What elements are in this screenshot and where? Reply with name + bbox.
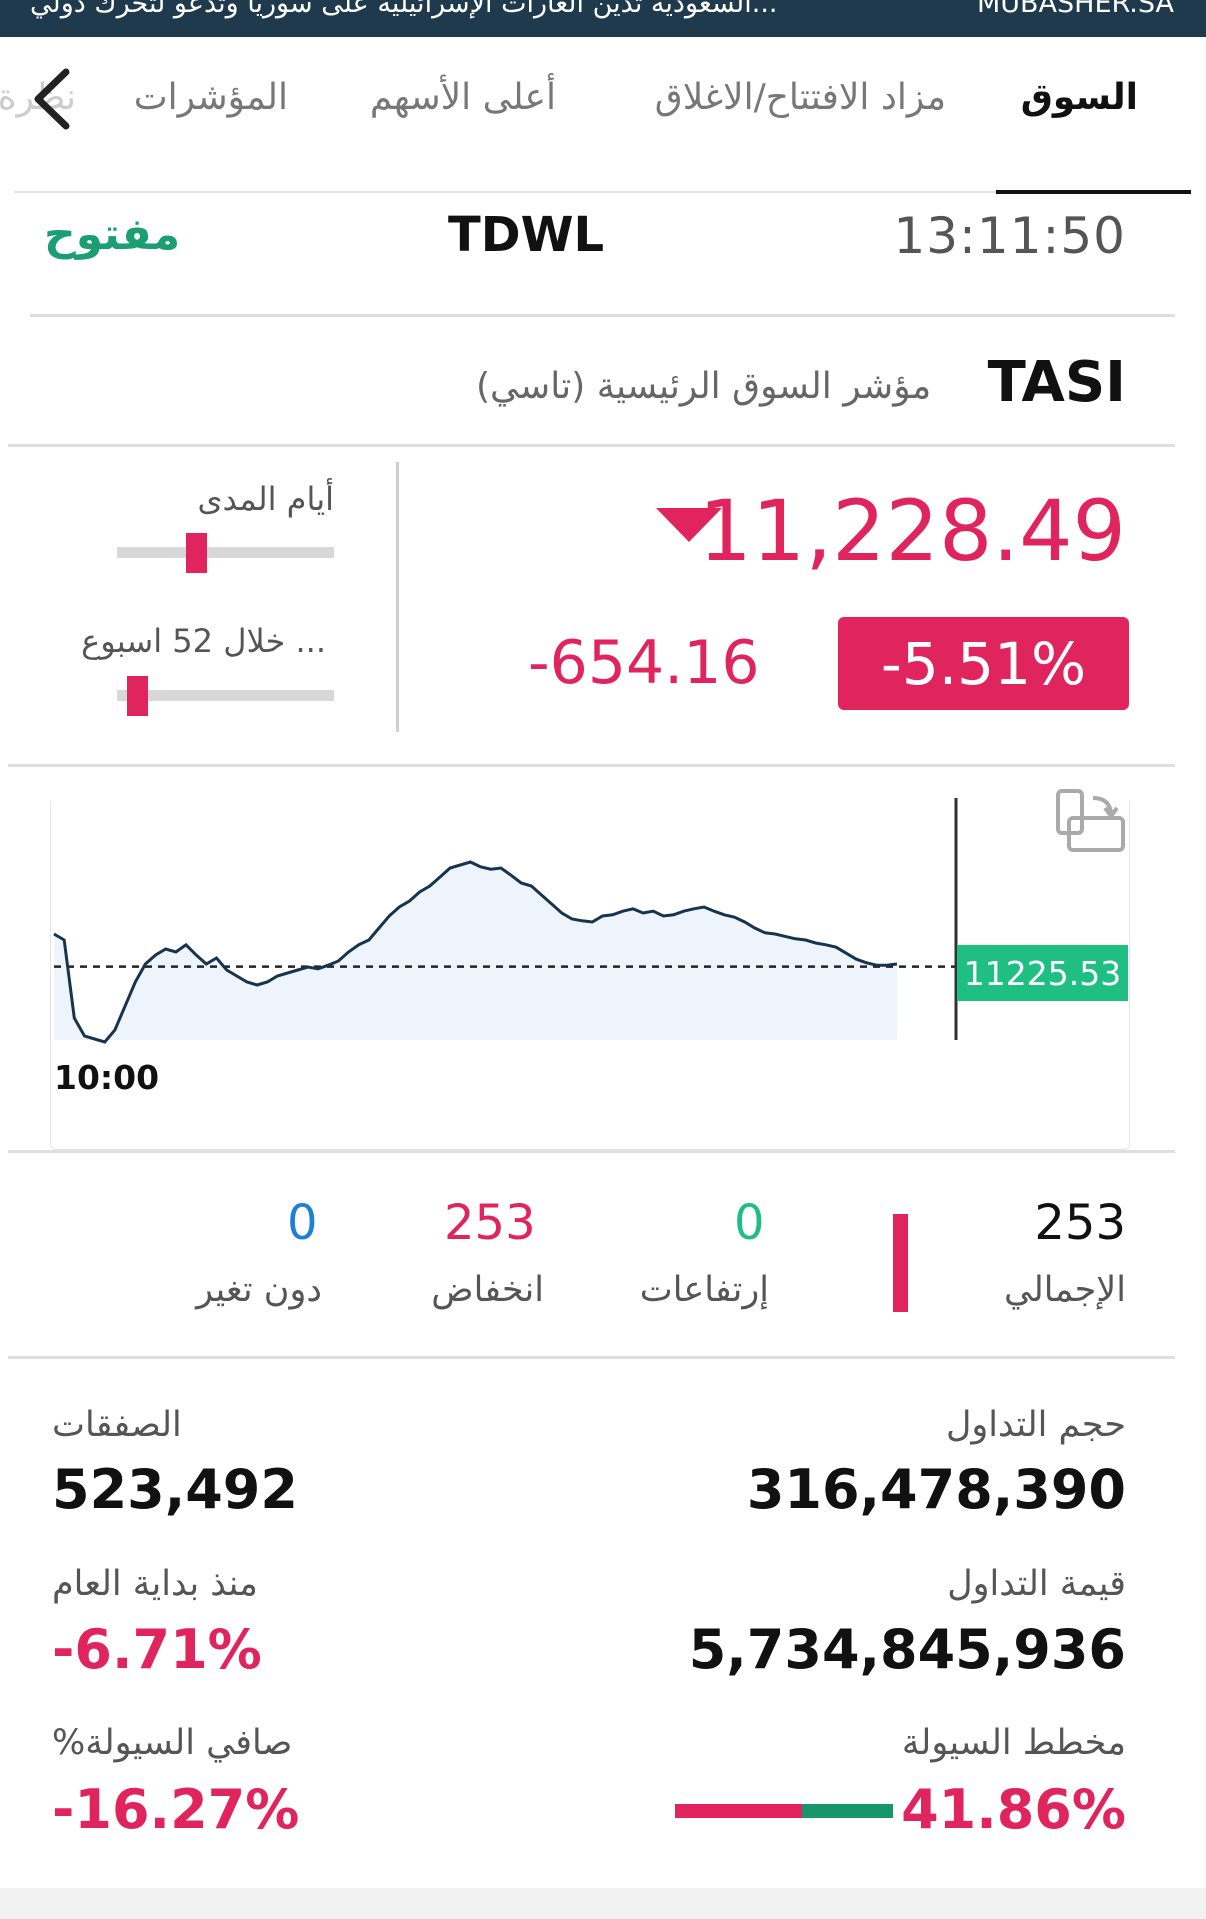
deals-value: 523,492 (52, 1458, 298, 1521)
breadth-bar (893, 1214, 908, 1312)
index-name: مؤشر السوق الرئيسية (تاسي) (476, 366, 932, 407)
tab-bar: السوق مزاد الافتتاح/الاغلاق أعلى الأسهم … (0, 37, 1206, 194)
market-status-row: 13:11:50 TDWL مفتوح (0, 195, 1206, 275)
advancing-label: إرتفاعات (639, 1270, 769, 1310)
unchanged-count: 0 (287, 1195, 318, 1251)
total-label: الإجمالي (1003, 1270, 1126, 1310)
tab-market[interactable]: السوق (1020, 77, 1138, 118)
tab-divider (14, 191, 996, 193)
divider (30, 314, 1175, 317)
declining-count: 253 (444, 1195, 536, 1251)
chart-line (53, 860, 898, 1044)
day-range-track (117, 547, 334, 558)
tab-indices[interactable]: المؤشرات (133, 77, 288, 118)
index-price: 11,228.49 (698, 482, 1126, 580)
week52-range-label: ... خلال 52 اسبوع (81, 622, 326, 660)
index-code: TASI (987, 350, 1126, 415)
divider (8, 1150, 1175, 1153)
chart-start-time: 10:00 (54, 1058, 160, 1097)
liquidity-chart-value: 41.86% (901, 1778, 1126, 1841)
market-time: 13:11:50 (893, 207, 1126, 265)
market-state: مفتوح (44, 209, 181, 260)
news-ticker[interactable]: MUBASHER.SA ...السعودية تدين الغارات الإ… (0, 0, 1206, 37)
change-percent: -5.51% (880, 629, 1087, 698)
liquidity-chart-label: مخطط السيولة (901, 1723, 1126, 1763)
turnover-label: قيمة التداول (947, 1564, 1126, 1604)
liquidity-inflow-segment (801, 1804, 893, 1818)
divider (8, 1356, 1175, 1359)
chart-area (54, 862, 897, 1042)
intraday-chart-plot[interactable] (50, 790, 1128, 1060)
rotate-screen-icon[interactable] (1055, 786, 1127, 856)
advancing-count: 0 (734, 1195, 765, 1251)
last-value-label: 11225.53 (957, 945, 1128, 1001)
divider (8, 764, 1175, 767)
tab-top-stocks[interactable]: أعلى الأسهم (369, 77, 556, 118)
liquidity-bar (675, 1804, 893, 1818)
deals-label: الصفقات (52, 1405, 182, 1445)
back-chevron-icon[interactable] (28, 66, 78, 132)
vertical-divider (396, 462, 399, 732)
tab-auction[interactable]: مزاد الافتتاح/الاغلاق (654, 77, 946, 118)
index-change: -654.16 (528, 628, 760, 698)
ytd-label: منذ بداية العام (52, 1564, 258, 1604)
turnover-value: 5,734,845,936 (688, 1618, 1126, 1681)
bottom-bar (0, 1888, 1206, 1919)
active-tab-indicator (996, 190, 1191, 194)
ticker-headline[interactable]: ...السعودية تدين الغارات الإسرائيلية على… (30, 0, 778, 19)
exchange-code: TDWL (448, 207, 605, 263)
volume-value: 316,478,390 (746, 1458, 1126, 1521)
total-count: 253 (1034, 1195, 1126, 1251)
intraday-chart[interactable] (50, 801, 1130, 1150)
liquidity-outflow-segment (675, 1804, 802, 1818)
day-range-marker (185, 533, 207, 573)
ticker-source: MUBASHER.SA (976, 0, 1174, 19)
week52-range-track (117, 690, 334, 701)
divider (8, 444, 1175, 447)
week52-range-marker (126, 676, 148, 716)
volume-label: حجم التداول (945, 1405, 1126, 1445)
unchanged-label: دون تغير (196, 1270, 322, 1310)
net-liquidity-value: -16.27% (52, 1778, 300, 1841)
ytd-value: -6.71% (52, 1618, 262, 1681)
declining-label: انخفاض (431, 1270, 544, 1310)
change-percent-badge: -5.51% (838, 617, 1129, 710)
net-liquidity-label: صافي السيولة% (52, 1723, 293, 1763)
down-arrow-icon (656, 508, 722, 542)
day-range-label: أيام المدى (197, 480, 334, 518)
